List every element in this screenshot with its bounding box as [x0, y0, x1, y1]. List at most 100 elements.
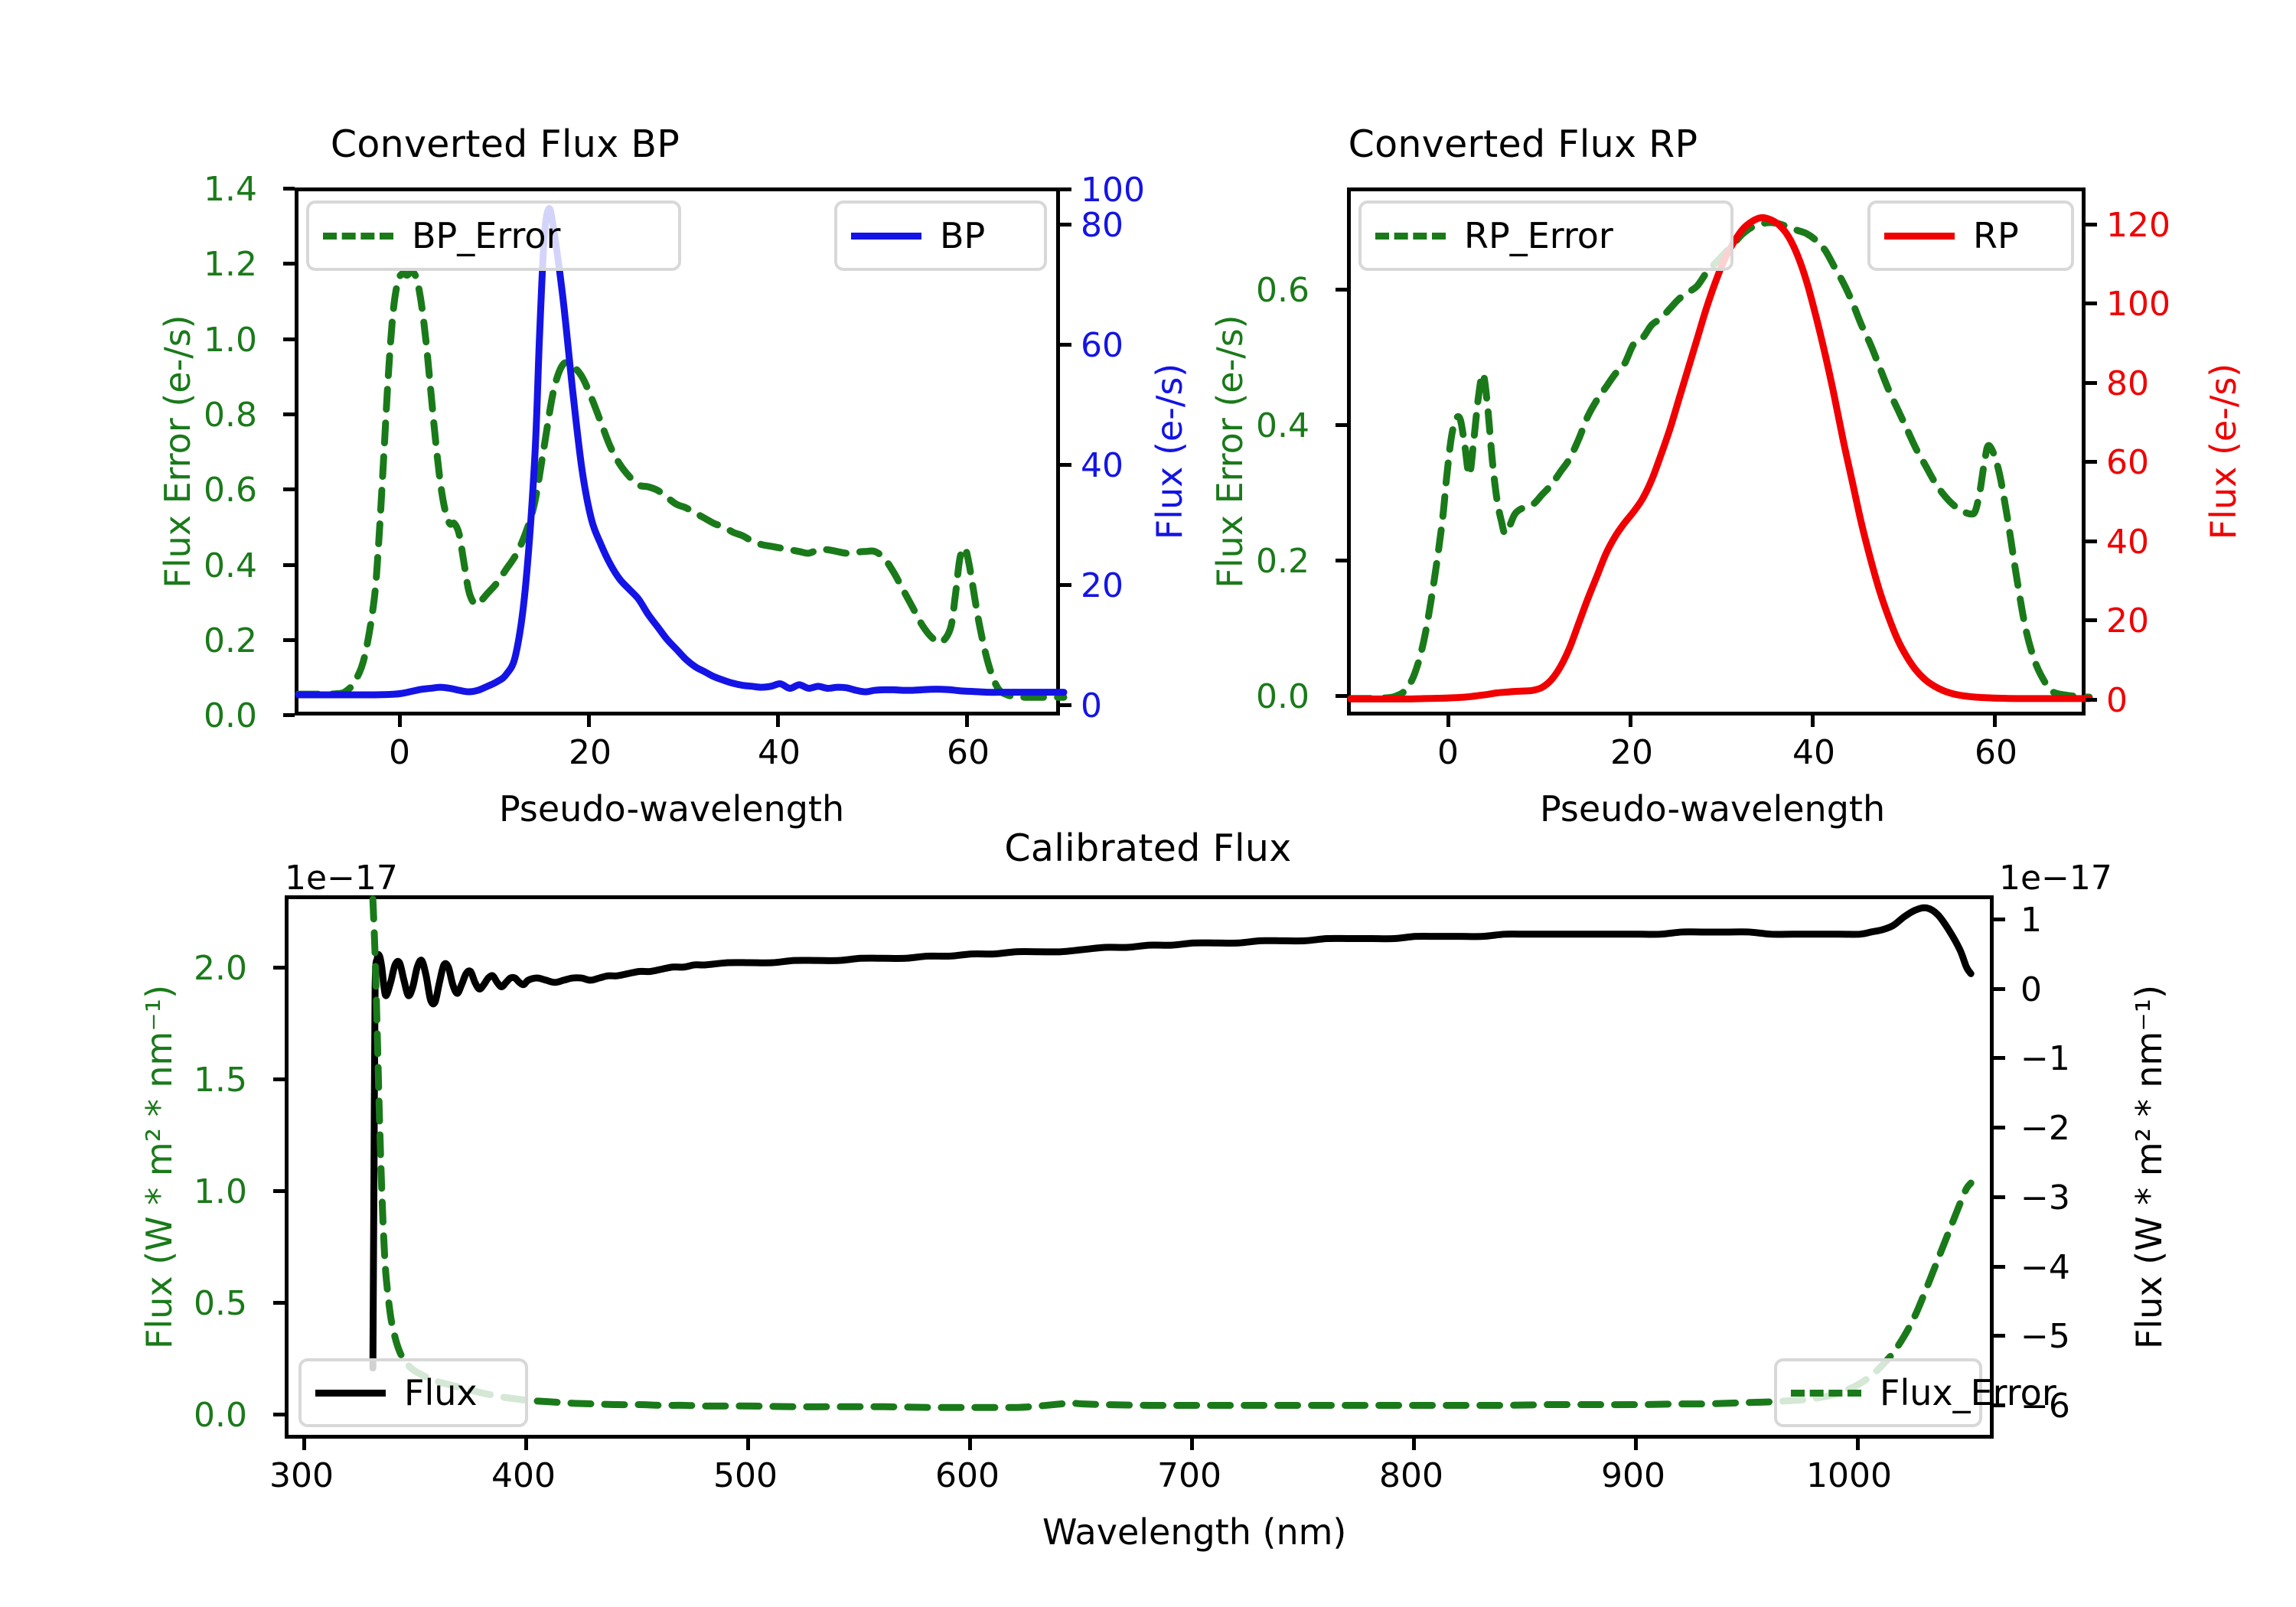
cal-yticklabel-right: −6 [2020, 1387, 2070, 1426]
bp-ytick-right [1060, 583, 1071, 587]
calibrated-flux-series-flux [369, 904, 1975, 1372]
calibrated-flux-error-legend[interactable]: Flux_Error [1774, 1358, 2056, 1427]
cal-xticklabel: 600 [935, 1456, 1000, 1495]
bp-ytick-left [283, 262, 295, 266]
cal-yticklabel-left: 1.0 [194, 1172, 247, 1211]
cal-yticklabel-right: −1 [2020, 1039, 2070, 1078]
bp-yticklabel-left: 1.4 [204, 170, 257, 209]
cal-ytick-right [1994, 1403, 2005, 1407]
rp-xtick [1446, 715, 1450, 727]
rp-yticklabel-right: 80 [2106, 364, 2149, 403]
rp-yticklabel-left: 0.2 [1256, 542, 1309, 581]
calibrated-offset-right: 1e−17 [1999, 859, 2112, 898]
cal-xticklabel: 300 [269, 1456, 334, 1495]
rp-ytick-right [2086, 539, 2097, 543]
cal-ytick-left [273, 966, 285, 970]
calibrated-flux-error-legend-label: Flux_Error [1880, 1372, 2056, 1413]
bp-ytick-left [283, 187, 295, 191]
rp-xlabel: Pseudo-wavelength [1540, 788, 1886, 830]
rp-yticklabel-right: 60 [2106, 443, 2149, 482]
cal-ylabel-left: Flux (W * m² * nm⁻¹) [139, 985, 180, 1349]
rp-xtick [1629, 715, 1632, 727]
bp-yticklabel-right: 100 [1081, 171, 1145, 210]
rp-ytick-right [2086, 302, 2097, 305]
cal-xticklabel: 700 [1157, 1456, 1221, 1495]
bp-yticklabel-left: 1.2 [204, 245, 257, 284]
cal-ytick-right [1994, 1334, 2005, 1338]
bp-xtick [776, 715, 780, 727]
bp-ytick-right [1060, 463, 1071, 467]
rp-yticklabel-right: 100 [2106, 285, 2170, 324]
bp-ytick-left [283, 563, 295, 567]
bp-xtick [398, 715, 402, 727]
cal-yticklabel-right: −5 [2020, 1317, 2070, 1356]
rp-ytick-right [2086, 460, 2097, 464]
cal-yticklabel-right: −3 [2020, 1178, 2070, 1217]
bp-error-legend[interactable]: BP_Error [306, 200, 681, 271]
cal-yticklabel-right: 0 [2020, 970, 2042, 1009]
cal-ytick-right [1994, 1056, 2005, 1060]
cal-xtick [302, 1439, 306, 1450]
bp-yticklabel-right: 60 [1081, 326, 1124, 365]
bp-error-legend-label: BP_Error [412, 215, 561, 256]
bp-ytick-left [283, 412, 295, 416]
rp-ytick-right [2086, 618, 2097, 622]
bp-legend-label: BP [940, 215, 986, 256]
bp-legend[interactable]: BP [834, 200, 1047, 271]
rp-ytick-left [1336, 423, 1347, 427]
cal-yticklabel-right: −2 [2020, 1109, 2070, 1148]
bp-ylabel-right: Flux (e-/s) [1149, 363, 1190, 540]
cal-ylabel-left-text: Flux (W * m² * nm⁻¹) [139, 984, 180, 1350]
converted-flux-bp-series-bp_error [295, 268, 1068, 701]
bp-xticklabel: 20 [569, 733, 612, 772]
cal-xtick [968, 1439, 972, 1450]
bp-yticklabel-left: 0.2 [204, 621, 257, 660]
rp-yticklabel-right: 120 [2106, 206, 2170, 245]
bp-yticklabel-right: 80 [1081, 206, 1124, 245]
rp-legend[interactable]: RP [1867, 200, 2074, 271]
rp-yticklabel-left: 0.0 [1256, 677, 1309, 716]
cal-yticklabel-left: 2.0 [194, 949, 247, 988]
bp-yticklabel-left: 0.8 [204, 396, 257, 435]
cal-xtick [1634, 1439, 1638, 1450]
bp-plot-area [295, 205, 1068, 701]
calibrated-plot-area [369, 895, 1975, 1411]
bp-yticklabel-left: 1.0 [204, 321, 257, 360]
cal-ytick-right [1994, 1195, 2005, 1199]
rp-error-legend-swatch-icon [1375, 232, 1446, 240]
cal-xticklabel: 1000 [1806, 1456, 1892, 1495]
rp-yticklabel-right: 0 [2106, 681, 2128, 720]
rp-legend-swatch-icon [1884, 232, 1955, 240]
rp-panel-title: Converted Flux RP [1348, 122, 1698, 166]
cal-yticklabel-left: 0.0 [194, 1396, 247, 1435]
bp-yticklabel-right: 20 [1081, 566, 1124, 605]
rp-xtick [1811, 715, 1815, 727]
cal-xticklabel: 800 [1379, 1456, 1443, 1495]
cal-xticklabel: 500 [713, 1456, 778, 1495]
calibrated-flux-error-legend-swatch-icon [1791, 1389, 1861, 1397]
cal-ytick-left [273, 1077, 285, 1081]
cal-ytick-right [1994, 987, 2005, 991]
rp-error-legend[interactable]: RP_Error [1358, 200, 1733, 271]
bp-ylabel-left: Flux Error (e-/s) [157, 315, 198, 588]
cal-ylabel-right: Flux (W * m² * nm⁻¹) [2128, 985, 2170, 1349]
rp-ytick-left [1336, 559, 1347, 562]
calibrated-flux-legend-swatch-icon [315, 1389, 386, 1397]
cal-yticklabel-left: 1.5 [194, 1061, 247, 1100]
bp-legend-swatch-icon [851, 232, 921, 240]
rp-xticklabel: 0 [1437, 733, 1459, 772]
rp-xticklabel: 60 [1975, 733, 2017, 772]
bp-xticklabel: 60 [947, 733, 990, 772]
bp-xtick [587, 715, 591, 727]
bp-xtick [965, 715, 969, 727]
cal-ytick-right [1994, 918, 2005, 921]
cal-ytick-right [1994, 1265, 2005, 1269]
cal-ytick-left [273, 1413, 285, 1416]
calibrated-flux-legend[interactable]: Flux [298, 1358, 528, 1427]
cal-ytick-left [273, 1301, 285, 1305]
rp-ytick-right [2086, 223, 2097, 227]
bp-yticklabel-left: 0.6 [204, 471, 257, 510]
rp-legend-label: RP [1973, 215, 2019, 256]
calibrated-panel-title: Calibrated Flux [1004, 826, 1292, 870]
